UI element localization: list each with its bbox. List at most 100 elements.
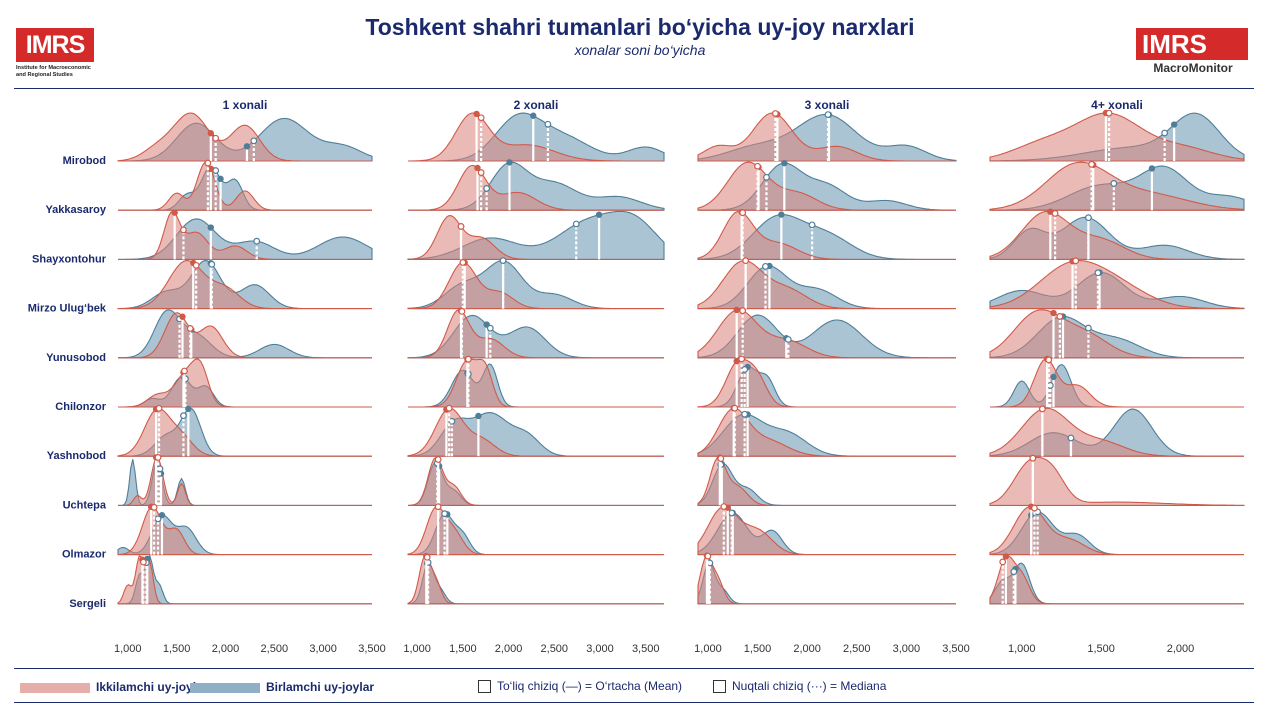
median-dot-secondary-1-4 bbox=[458, 307, 466, 315]
mean-dot-secondary-3-9 bbox=[1002, 553, 1010, 560]
mean-dot-secondary-2-4 bbox=[733, 306, 740, 314]
macromonitor-logo-mark: IMRS bbox=[1136, 28, 1248, 60]
mean-dot-primary-2-2 bbox=[778, 211, 785, 218]
median-dot-primary-0-8 bbox=[154, 515, 162, 523]
median-dot-primary-2-2 bbox=[808, 221, 816, 229]
macromonitor-logo: IMRS MacroMonitor bbox=[1136, 28, 1250, 75]
median-dot-primary-1-6 bbox=[448, 417, 456, 425]
ridge-secondary-1-1 bbox=[408, 164, 664, 211]
chart-title: Toshkent shahri tumanlari bo‘yicha uy-jo… bbox=[365, 14, 915, 40]
median-dot-primary-0-2 bbox=[253, 237, 261, 245]
imrs-logo-subtitle: Institute for Macroeconomic and Regional… bbox=[16, 65, 91, 78]
median-dot-secondary-2-4 bbox=[739, 307, 747, 315]
ridge-secondary-3-3 bbox=[989, 260, 1244, 310]
x-tick-label-2-0: 1,000 bbox=[694, 643, 722, 655]
median-dot-secondary-3-3 bbox=[1072, 257, 1080, 265]
median-dot-secondary-0-9 bbox=[139, 558, 147, 566]
x-tick-label-2-4: 3,000 bbox=[893, 643, 921, 655]
median-dot-secondary-2-3 bbox=[742, 257, 750, 265]
ridge-secondary-3-4 bbox=[989, 309, 1244, 359]
ridge-secondary-0-1 bbox=[118, 161, 372, 211]
ridge-secondary-0-8 bbox=[117, 505, 372, 556]
legend-divider-bottom bbox=[14, 702, 1254, 703]
mean-dot-primary-0-2 bbox=[207, 224, 215, 231]
district-label-1: Yakkasaroy bbox=[45, 204, 106, 216]
median-dot-secondary-3-2 bbox=[1051, 210, 1059, 217]
median-dot-secondary-3-6 bbox=[1038, 405, 1046, 413]
median-dot-primary-2-6 bbox=[741, 410, 749, 418]
legend-swatch-primary bbox=[190, 682, 260, 693]
median-dot-secondary-1-7 bbox=[434, 456, 442, 463]
median-dot-secondary-2-0 bbox=[772, 110, 779, 117]
panel-title-2: 3 xonali bbox=[805, 98, 850, 112]
median-dot-primary-1-2 bbox=[572, 220, 580, 228]
mean-dot-primary-0-0 bbox=[243, 143, 251, 150]
x-tick-label-3-0: 1,000 bbox=[1008, 643, 1036, 655]
ridge-secondary-1-4 bbox=[408, 309, 664, 359]
median-dot-primary-3-2 bbox=[1085, 214, 1092, 222]
x-tick-label-1-4: 3,000 bbox=[586, 643, 614, 655]
x-tick-label-0-3: 2,500 bbox=[261, 643, 289, 655]
ridge-secondary-0-3 bbox=[118, 260, 372, 310]
ridge-secondary-1-9 bbox=[407, 555, 664, 605]
chart-subtitle: xonalar soni bo‘yicha bbox=[574, 42, 706, 58]
median-dot-secondary-3-5 bbox=[1045, 356, 1053, 364]
x-tick-label-0-5: 3,500 bbox=[358, 643, 386, 655]
median-dot-primary-2-0 bbox=[824, 111, 832, 118]
median-dot-primary-1-1 bbox=[483, 185, 491, 192]
median-dot-primary-1-3 bbox=[499, 257, 507, 265]
ridge-secondary-1-5 bbox=[408, 358, 664, 408]
ridge-secondary-3-8 bbox=[989, 506, 1244, 556]
median-dot-secondary-1-5 bbox=[464, 355, 472, 363]
median-dot-secondary-0-1 bbox=[204, 159, 212, 167]
x-tick-label-0-2: 2,000 bbox=[212, 643, 240, 655]
district-label-4: Yunusobod bbox=[46, 352, 106, 364]
x-tick-label-0-1: 1,500 bbox=[163, 643, 191, 655]
district-label-7: Uchtepa bbox=[63, 499, 107, 511]
header-divider bbox=[14, 88, 1254, 89]
median-dot-secondary-1-3 bbox=[459, 259, 467, 266]
panel-title-3: 4+ xonali bbox=[1091, 98, 1143, 112]
ridge-secondary-2-1 bbox=[697, 161, 956, 211]
legend-median-text: Nuqtali chiziq (···) = Mediana bbox=[732, 679, 887, 693]
median-dot-secondary-0-4 bbox=[186, 325, 194, 332]
median-dot-primary-3-0 bbox=[1161, 129, 1169, 137]
district-label-6: Yashnobod bbox=[47, 450, 106, 462]
panel-title-1: 2 xonali bbox=[514, 98, 559, 112]
median-dot-secondary-0-3 bbox=[192, 261, 200, 269]
ridge-secondary-2-6 bbox=[697, 407, 956, 457]
ridge-secondary-2-7 bbox=[697, 456, 956, 506]
mean-dot-secondary-2-5 bbox=[733, 357, 740, 365]
legend-box-mean bbox=[478, 680, 491, 694]
median-dot-primary-3-3 bbox=[1094, 269, 1102, 277]
x-tick-label-3-2: 2,000 bbox=[1167, 643, 1195, 655]
district-label-3: Mirzo Ulug‘bek bbox=[28, 303, 107, 315]
mean-dot-secondary-0-4 bbox=[179, 313, 186, 320]
ridge-secondary-1-0 bbox=[408, 112, 664, 162]
ridge-secondary-1-8 bbox=[407, 506, 664, 556]
median-dot-secondary-1-6 bbox=[445, 404, 453, 412]
mean-dot-primary-1-0 bbox=[530, 112, 537, 119]
median-dot-primary-1-8 bbox=[441, 510, 448, 518]
macromonitor-logo-subtitle: MacroMonitor bbox=[1153, 61, 1233, 75]
legend-label-secondary: Ikkilamchi uy-joylar bbox=[96, 680, 208, 694]
median-dot-secondary-0-5 bbox=[181, 367, 188, 375]
median-dot-primary-2-3 bbox=[762, 262, 769, 270]
ridge-secondary-3-7 bbox=[989, 456, 1245, 506]
mean-dot-primary-3-5 bbox=[1050, 373, 1057, 381]
median-dot-secondary-2-7 bbox=[717, 455, 725, 463]
legend-mean-note: To‘liq chiziq (—) = O‘rtacha (Mean) bbox=[478, 679, 683, 694]
median-dot-secondary-0-7 bbox=[154, 454, 162, 461]
legend-mean-text: To‘liq chiziq (—) = O‘rtacha (Mean) bbox=[497, 679, 683, 693]
ridge-secondary-1-2 bbox=[407, 215, 664, 260]
ridge-secondary-0-5 bbox=[118, 358, 372, 408]
legend-swatch-secondary bbox=[20, 682, 90, 693]
median-dot-secondary-0-0 bbox=[212, 134, 220, 142]
legend-item-primary: Birlamchi uy-joylar bbox=[190, 680, 374, 694]
x-tick-label-2-5: 3,500 bbox=[942, 643, 970, 655]
median-dot-secondary-1-2 bbox=[457, 223, 465, 230]
district-label-5: Chilonzor bbox=[55, 401, 106, 413]
legend-item-secondary: Ikkilamchi uy-joylar bbox=[20, 680, 207, 694]
mean-dot-primary-3-1 bbox=[1148, 165, 1156, 172]
median-dot-primary-2-8 bbox=[728, 509, 736, 517]
